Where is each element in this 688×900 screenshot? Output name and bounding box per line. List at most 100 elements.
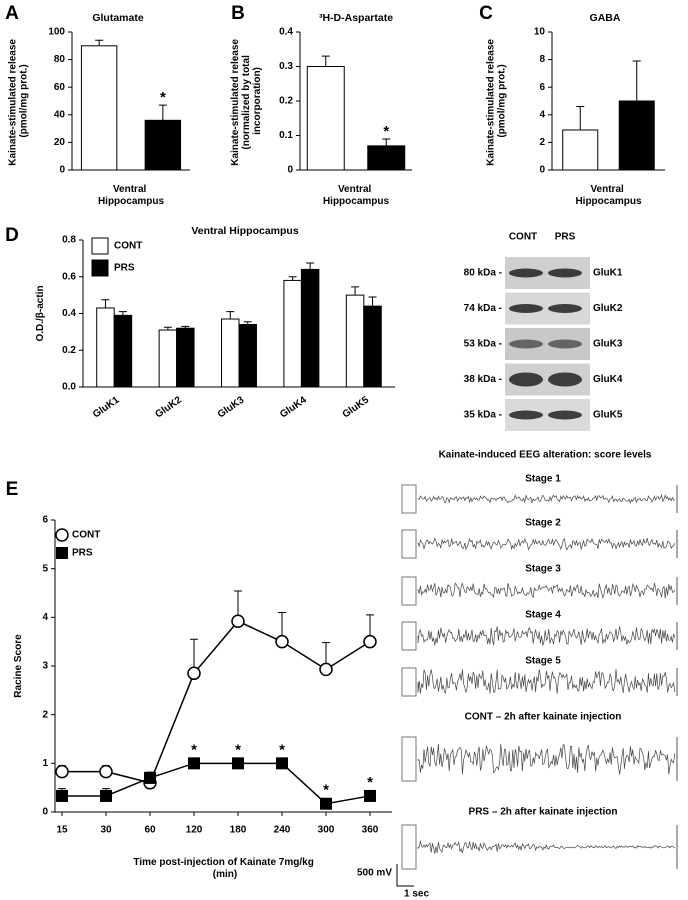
blot-size: 38 kDa - [464,374,502,385]
y-tick-label-group: 5 [42,563,48,574]
error-bar [321,55,330,67]
blot-column: PRS [555,232,576,243]
panel-letter-group: B [231,3,245,24]
significance-mark-group: * [367,774,373,791]
bar [221,318,240,388]
y-tick-label-group: 6 [539,82,545,93]
eeg-scale-box [401,621,417,651]
series-line [62,620,371,784]
blot-band-label-group: GluK4 [593,374,623,385]
legend-label-group: CONT [114,241,142,252]
blot-size-group: 35 kDa - [464,410,502,421]
eeg-label: Stage 4 [525,610,561,621]
y-tick-label-group: 40 [54,109,66,120]
text-line: Kainate-stimulated release [7,36,18,166]
y-tick-label: 2 [42,709,48,720]
blot-band-label: GluK4 [593,374,623,385]
eeg-title-group: Kainate-induced EEG alteration: score le… [439,450,652,461]
eeg-label-group: Stage 4 [525,610,561,621]
y-tick-label-group: 0.2 [62,345,76,356]
chart-title: GABA [590,12,621,24]
eeg-trace [417,626,676,646]
y-axis-label: Kainate-stimulated release (normalized b… [230,36,263,166]
eeg-label-group: Stage 3 [525,564,561,575]
scale-voltage: 500 mV [357,868,392,879]
y-tick-label-group: 0 [59,165,65,176]
bar [363,305,382,388]
blot-size: 53 kDa - [464,339,502,350]
panel-letter-group: C [479,3,493,24]
text-line: (min) [213,869,237,880]
y-tick-label-group: 80 [54,54,66,65]
marker [364,789,376,802]
error-bar [181,325,190,329]
text-line: Hippocampus [323,196,390,207]
y-tick-label-group: 0.6 [62,271,76,282]
blot-band [509,268,543,278]
blot-size-group: 38 kDa - [464,374,502,385]
y-tick-label: 4 [539,109,545,120]
x-tick-label: 30 [100,825,112,836]
y-tick-label: 3 [42,661,48,672]
x-tick-label: 120 [186,825,203,836]
blot-band [548,339,582,349]
bar [306,66,345,171]
y-axis-label: Racine Score [13,634,24,698]
chart-title: ³H-D-Aspartate [319,12,393,24]
eeg-label: Stage 2 [525,518,561,529]
x-tick-label: GluK5 [341,394,372,420]
blot-band-label-group: GluK3 [593,339,623,350]
y-tick-label: 0.8 [62,235,76,246]
marker [56,789,68,802]
text-line: Hippocampus [98,196,165,207]
y-tick-label-group: 0.4 [279,27,293,38]
y-tick-label: 20 [54,137,66,148]
text-line: O.D./β-actin [35,285,46,341]
y-tick-label-group: 0 [42,807,48,818]
significance-mark: * [191,741,197,758]
y-axis-label: O.D./β-actin [35,285,46,341]
y-tick-label: 6 [539,82,545,93]
x-tick-label-group: 120 [186,825,203,836]
y-axis-label-group: O.D./β-actin [35,285,46,341]
bar [562,129,599,171]
error-bar [118,311,127,316]
y-tick-label-group: 8 [539,54,545,65]
eeg-label-group: Stage 2 [525,518,561,529]
text-line: (pmol/mg prot.) [18,64,29,137]
text-line: Ventral [113,184,149,195]
x-tick-label: 15 [56,825,68,836]
error-bar [288,276,297,281]
y-tick-label-group: 0 [287,165,293,176]
y-tick-label-group: 100 [48,27,65,38]
panel-letter: A [5,3,19,24]
blot-band-label: GluK1 [593,268,623,279]
blot-band [548,410,582,420]
x-tick-label-group: GluK1 [91,394,122,420]
chart-title: Glutamate [92,12,144,24]
bar [367,145,406,171]
text-line: incorporation) [252,67,263,135]
eeg-scale-box [401,824,417,870]
y-tick-label: 2 [539,137,545,148]
x-tick-label: 360 [362,825,379,836]
significance-mark-group: * [323,782,329,799]
y-tick-label: 0.0 [62,382,76,393]
y-tick-label-group: 3 [42,661,48,672]
error-bar [226,311,235,320]
legend-label: PRS [72,548,93,559]
text-line: Kainate-stimulated release [230,36,241,166]
x-tick-label: Ventral Hippocampus [575,184,642,207]
eeg-trace [417,743,676,775]
x-axis-label: Time post-injection of Kainate 7mg/kg (m… [133,857,316,880]
bar [80,45,118,171]
error-bar [95,39,104,46]
text-line: Hippocampus [575,196,642,207]
x-tick-label: Ventral Hippocampus [323,184,390,207]
y-tick-label-group: 0.2 [279,96,293,107]
bar [176,327,195,388]
blot-size: 35 kDa - [464,410,502,421]
eeg-trace [417,840,676,854]
y-tick-label-group: 4 [539,109,545,120]
y-tick-label: 0 [539,165,545,176]
